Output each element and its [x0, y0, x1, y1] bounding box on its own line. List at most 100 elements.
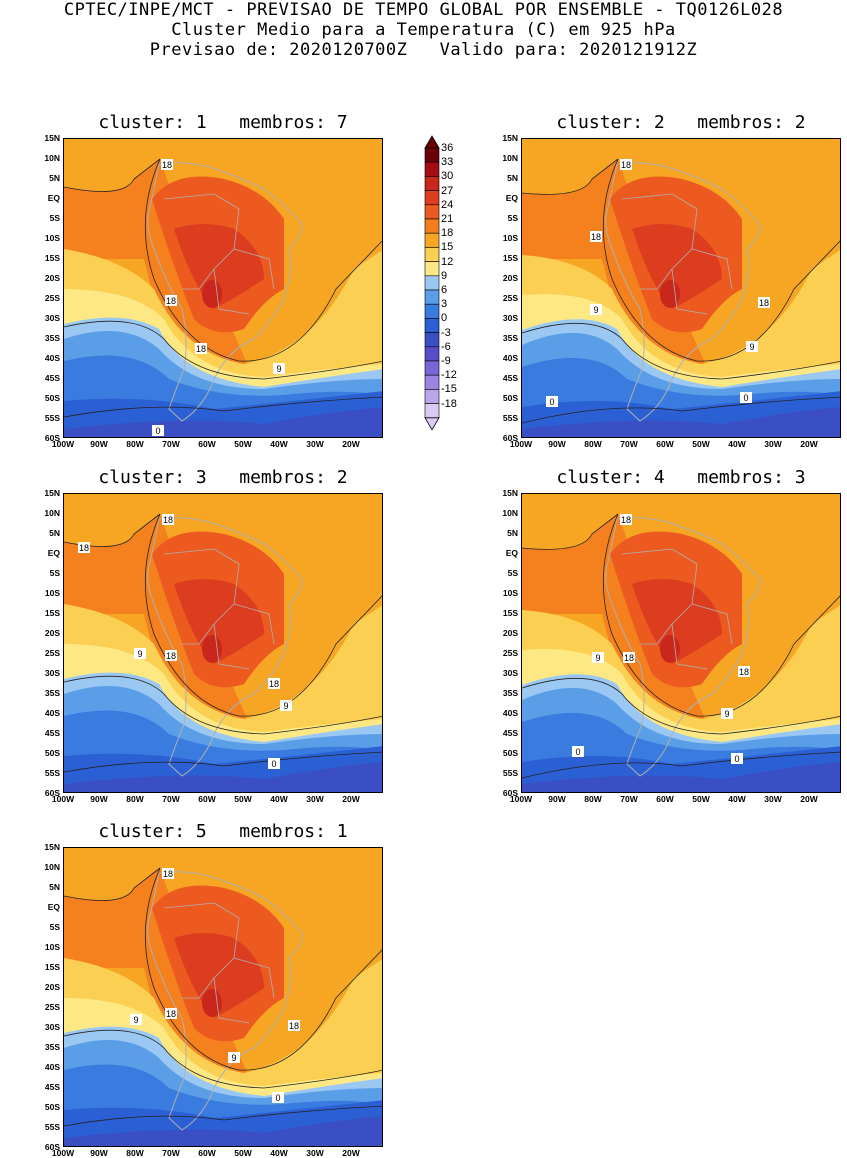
- lon-tick-label: 70W: [162, 794, 180, 804]
- lat-tick-label: 55S: [502, 768, 518, 778]
- colorbar-level-label: -15: [441, 383, 457, 396]
- cluster-2-map: 18 18 18 9 9 0 0: [521, 138, 841, 438]
- lat-tick-label: 5N: [49, 173, 60, 183]
- contour-label: 18: [162, 514, 174, 525]
- cluster-5-title: cluster: 5 membros: 1: [98, 821, 348, 842]
- svg-text:9: 9: [231, 1053, 236, 1063]
- lon-tick-label: 100W: [509, 794, 533, 804]
- colorbar-swatch: [424, 403, 440, 419]
- lat-tick-label: 45S: [44, 373, 60, 383]
- contour-label: 18: [590, 231, 602, 242]
- lat-tick-label: 35S: [44, 1042, 60, 1052]
- lon-tick-label: 80W: [126, 1148, 144, 1158]
- lon-tick-label: 30W: [306, 439, 324, 449]
- lat-tick-label: 25S: [44, 648, 60, 658]
- lon-tick-label: 100W: [509, 439, 533, 449]
- lat-tick-label: 10N: [502, 508, 518, 518]
- lat-tick-label: 25S: [502, 293, 518, 303]
- contour-label: 0: [546, 396, 558, 407]
- lon-tick-label: 50W: [692, 439, 710, 449]
- lat-tick-label: 10S: [502, 233, 518, 243]
- lat-tick-label: EQ: [47, 548, 60, 558]
- lat-tick-label: EQ: [505, 193, 518, 203]
- cluster-4-title: cluster: 4 membros: 3: [556, 467, 806, 488]
- lat-tick-label: 55S: [44, 768, 60, 778]
- svg-text:18: 18: [163, 869, 173, 879]
- lat-tick-label: 50S: [502, 393, 518, 403]
- lat-tick-label: 10S: [44, 588, 60, 598]
- lon-tick-label: 90W: [548, 794, 566, 804]
- svg-text:18: 18: [166, 651, 176, 661]
- lon-tick-label: 90W: [90, 1148, 108, 1158]
- lon-tick-label: 50W: [234, 439, 252, 449]
- lat-tick-label: 5N: [49, 528, 60, 538]
- contour-label: 9: [134, 648, 146, 659]
- svg-text:0: 0: [734, 754, 739, 764]
- svg-text:18: 18: [269, 679, 279, 689]
- lat-tick-label: 5N: [507, 173, 518, 183]
- lon-tick-label: 90W: [548, 439, 566, 449]
- lat-tick-label: 15N: [44, 488, 60, 498]
- lat-tick-label: 40S: [502, 708, 518, 718]
- cluster-5-map: 18 9 18 18 9 0: [63, 847, 383, 1147]
- lon-tick-label: 20W: [342, 1148, 360, 1158]
- contour-label: 18: [78, 542, 90, 553]
- colorbar-swatch: [424, 247, 440, 262]
- colorbar-level-label: 33: [441, 156, 454, 169]
- lat-tick-label: 15N: [502, 488, 518, 498]
- colorbar-swatch: [424, 275, 440, 291]
- cluster-1-title: cluster: 1 membros: 7: [98, 112, 348, 133]
- lat-tick-label: 15S: [502, 253, 518, 263]
- lat-tick-label: 20S: [44, 982, 60, 992]
- lat-tick-label: 30S: [44, 313, 60, 323]
- colorbar-swatch: [424, 261, 440, 277]
- lat-tick-label: 35S: [502, 333, 518, 343]
- lat-tick-label: 25S: [502, 648, 518, 658]
- colorbar-level-label: 12: [441, 255, 454, 268]
- colorbar-level-label: 18: [441, 227, 454, 240]
- svg-text:0: 0: [271, 759, 276, 769]
- svg-text:18: 18: [591, 232, 601, 242]
- lat-tick-label: 15N: [502, 133, 518, 143]
- svg-text:9: 9: [749, 342, 754, 352]
- colorbar-level-label: 27: [441, 184, 454, 197]
- lon-tick-label: 80W: [126, 794, 144, 804]
- lat-tick-label: 60S: [502, 433, 518, 443]
- svg-text:18: 18: [621, 515, 631, 525]
- lat-tick-label: 5S: [49, 568, 60, 578]
- contour-label: 9: [592, 652, 604, 663]
- cluster-2-title: cluster: 2 membros: 2: [556, 112, 806, 133]
- lon-tick-label: 30W: [306, 1148, 324, 1158]
- lat-tick-label: 45S: [502, 373, 518, 383]
- svg-text:0: 0: [155, 426, 160, 436]
- contour-label: 18: [620, 159, 632, 170]
- colorbar-level-label: -3: [441, 326, 451, 339]
- lat-tick-label: 45S: [502, 728, 518, 738]
- lon-tick-label: 80W: [584, 439, 602, 449]
- lon-tick-label: 60W: [198, 794, 216, 804]
- colorbar-swatch: [424, 346, 440, 362]
- svg-text:18: 18: [621, 160, 631, 170]
- contour-label: 0: [152, 425, 164, 436]
- contour-label: 18: [738, 666, 750, 677]
- contour-label: 0: [740, 392, 752, 403]
- colorbar-swatch: [424, 360, 440, 376]
- lat-tick-label: 40S: [44, 1062, 60, 1072]
- lon-tick-label: 30W: [306, 794, 324, 804]
- contour-label: 18: [268, 678, 280, 689]
- lat-tick-label: 30S: [44, 1022, 60, 1032]
- svg-text:18: 18: [162, 160, 172, 170]
- lon-tick-label: 20W: [800, 794, 818, 804]
- lat-tick-label: 55S: [44, 413, 60, 423]
- contour-label: 18: [162, 868, 174, 879]
- colorbar-swatch: [424, 303, 440, 319]
- colorbar-level-label: 15: [441, 241, 454, 254]
- colorbar-level-label: 21: [441, 213, 454, 225]
- colorbar-swatch: [424, 318, 440, 333]
- contour-label: 9: [746, 341, 758, 352]
- contour-label: 18: [620, 514, 632, 525]
- svg-text:0: 0: [275, 1093, 280, 1103]
- colorbar-swatch: [424, 332, 440, 348]
- lat-tick-label: 20S: [502, 628, 518, 638]
- svg-text:18: 18: [196, 344, 206, 354]
